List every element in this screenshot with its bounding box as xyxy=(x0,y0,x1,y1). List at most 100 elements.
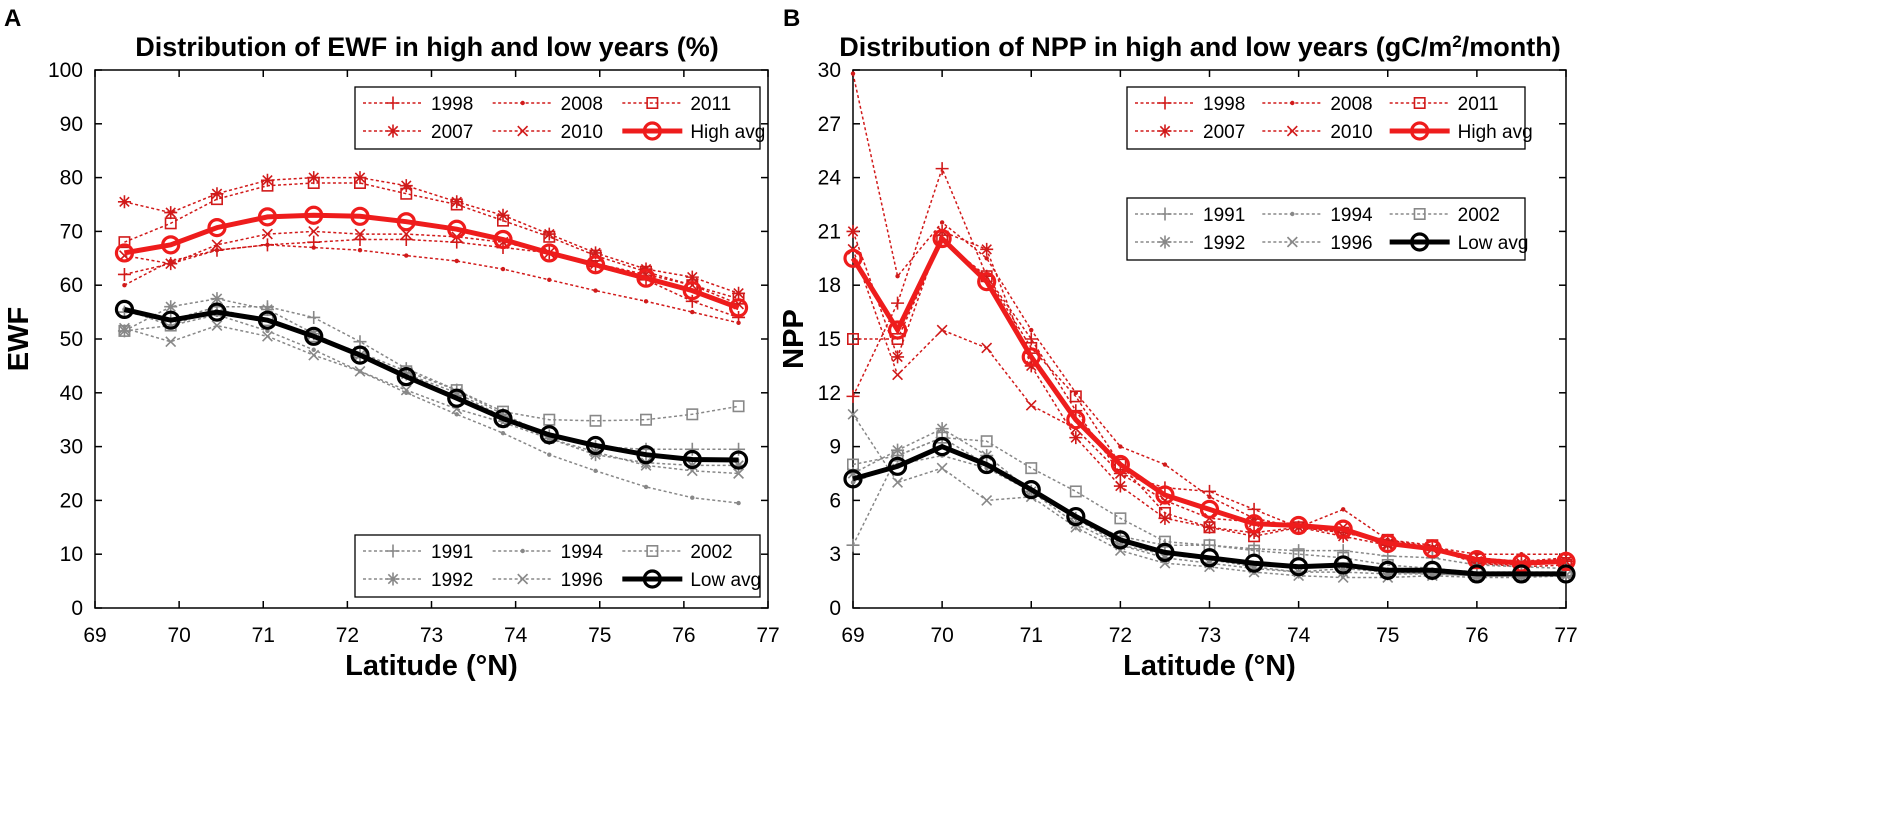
data-point xyxy=(257,207,278,227)
series-2007 xyxy=(846,224,1573,572)
data-point xyxy=(1289,557,1309,577)
data-point xyxy=(932,228,952,249)
chart-title: Distribution of EWF in high and low year… xyxy=(135,32,719,62)
x-tick-label: 76 xyxy=(672,624,695,647)
data-point xyxy=(1066,410,1086,430)
data-point xyxy=(447,219,467,239)
data-point xyxy=(682,280,702,301)
series-2010 xyxy=(847,243,1572,569)
legend-marker xyxy=(1158,207,1172,221)
data-point xyxy=(1422,539,1442,559)
x-axis-label: Latitude (°N) xyxy=(1123,650,1296,682)
data-point xyxy=(1247,562,1261,576)
x-tick-label: 75 xyxy=(588,624,611,647)
data-point xyxy=(311,347,316,352)
y-tick-label: 60 xyxy=(60,274,83,297)
data-point xyxy=(350,206,370,226)
data-point xyxy=(1337,572,1349,583)
data-point xyxy=(396,212,416,232)
data-point xyxy=(846,467,860,480)
legend-marker xyxy=(1286,125,1298,137)
data-point xyxy=(891,350,905,364)
data-point xyxy=(685,442,699,456)
data-point xyxy=(450,195,464,209)
x-tick-label: 74 xyxy=(504,624,528,647)
legend-marker xyxy=(517,125,529,137)
legend-marker xyxy=(386,572,400,586)
data-point xyxy=(165,336,177,348)
legend-marker xyxy=(1410,232,1430,252)
data-point xyxy=(1158,511,1172,525)
series-line xyxy=(124,176,739,295)
data-point xyxy=(589,246,603,260)
data-point xyxy=(846,224,860,238)
x-tick-label: 77 xyxy=(756,624,779,647)
data-point xyxy=(539,243,559,263)
data-point xyxy=(891,443,905,457)
data-point xyxy=(682,449,702,470)
data-point xyxy=(846,389,860,403)
legend-marker xyxy=(520,548,525,554)
x-tick-label: 73 xyxy=(420,624,443,647)
legend-label: 1991 xyxy=(431,542,473,563)
legend-label: 2007 xyxy=(431,122,473,143)
legend-marker xyxy=(1413,97,1426,110)
legend-marker xyxy=(642,121,662,141)
data-point xyxy=(1199,499,1220,519)
data-point xyxy=(207,218,227,238)
legend-item: 2008 xyxy=(492,94,603,115)
data-point xyxy=(539,425,559,445)
y-tick-label: 0 xyxy=(829,597,841,620)
data-point xyxy=(1025,399,1037,411)
data-point xyxy=(936,324,948,336)
legend-marker xyxy=(386,96,400,110)
data-point xyxy=(984,256,989,261)
legend-item: 2007 xyxy=(363,122,473,143)
data-point xyxy=(892,477,904,488)
y-tick-label: 12 xyxy=(818,382,841,405)
x-tick-label: 76 xyxy=(1465,624,1488,647)
legend-label: 2010 xyxy=(1330,122,1372,143)
data-point xyxy=(493,409,513,429)
data-point xyxy=(1113,538,1127,552)
chart-title: Distribution of NPP in high and low year… xyxy=(839,32,1561,63)
data-point xyxy=(119,322,130,334)
data-point xyxy=(643,484,649,490)
legend-marker xyxy=(386,544,400,558)
y-tick-label: 27 xyxy=(818,113,841,136)
data-point xyxy=(593,288,598,293)
data-point xyxy=(164,206,178,220)
data-point xyxy=(1158,535,1171,548)
data-point xyxy=(593,468,598,474)
data-point xyxy=(164,300,178,314)
data-point xyxy=(1556,551,1576,571)
legend-item: 2002 xyxy=(622,542,733,563)
series-line xyxy=(124,308,739,422)
data-point xyxy=(1467,549,1487,570)
series-line xyxy=(124,244,739,324)
chart-title-text: Distribution of NPP in high and low year… xyxy=(839,32,1452,62)
data-point xyxy=(1114,458,1127,471)
data-point xyxy=(308,225,320,237)
legend-low: 1991 1994 2002 1992 1996 Low avg xyxy=(354,534,761,598)
legend-item: 1994 xyxy=(492,542,604,563)
legend-item: 1991 xyxy=(363,542,473,563)
data-point xyxy=(1110,530,1130,550)
data-point xyxy=(114,243,135,263)
legend-label: 2002 xyxy=(690,542,732,563)
data-point xyxy=(733,468,744,479)
legend-item: Low avg xyxy=(622,569,761,591)
data-point xyxy=(1292,565,1306,579)
data-point xyxy=(891,296,905,310)
series-line xyxy=(124,324,739,475)
data-point xyxy=(980,242,994,256)
data-point xyxy=(1021,480,1041,500)
legend-label: 1994 xyxy=(561,542,604,563)
legend-label: Low avg xyxy=(1458,233,1529,254)
legend-marker xyxy=(1158,124,1172,138)
legend-marker xyxy=(642,569,662,589)
data-point xyxy=(589,414,602,427)
legend-label: 1991 xyxy=(1203,205,1245,226)
data-point xyxy=(161,235,181,255)
